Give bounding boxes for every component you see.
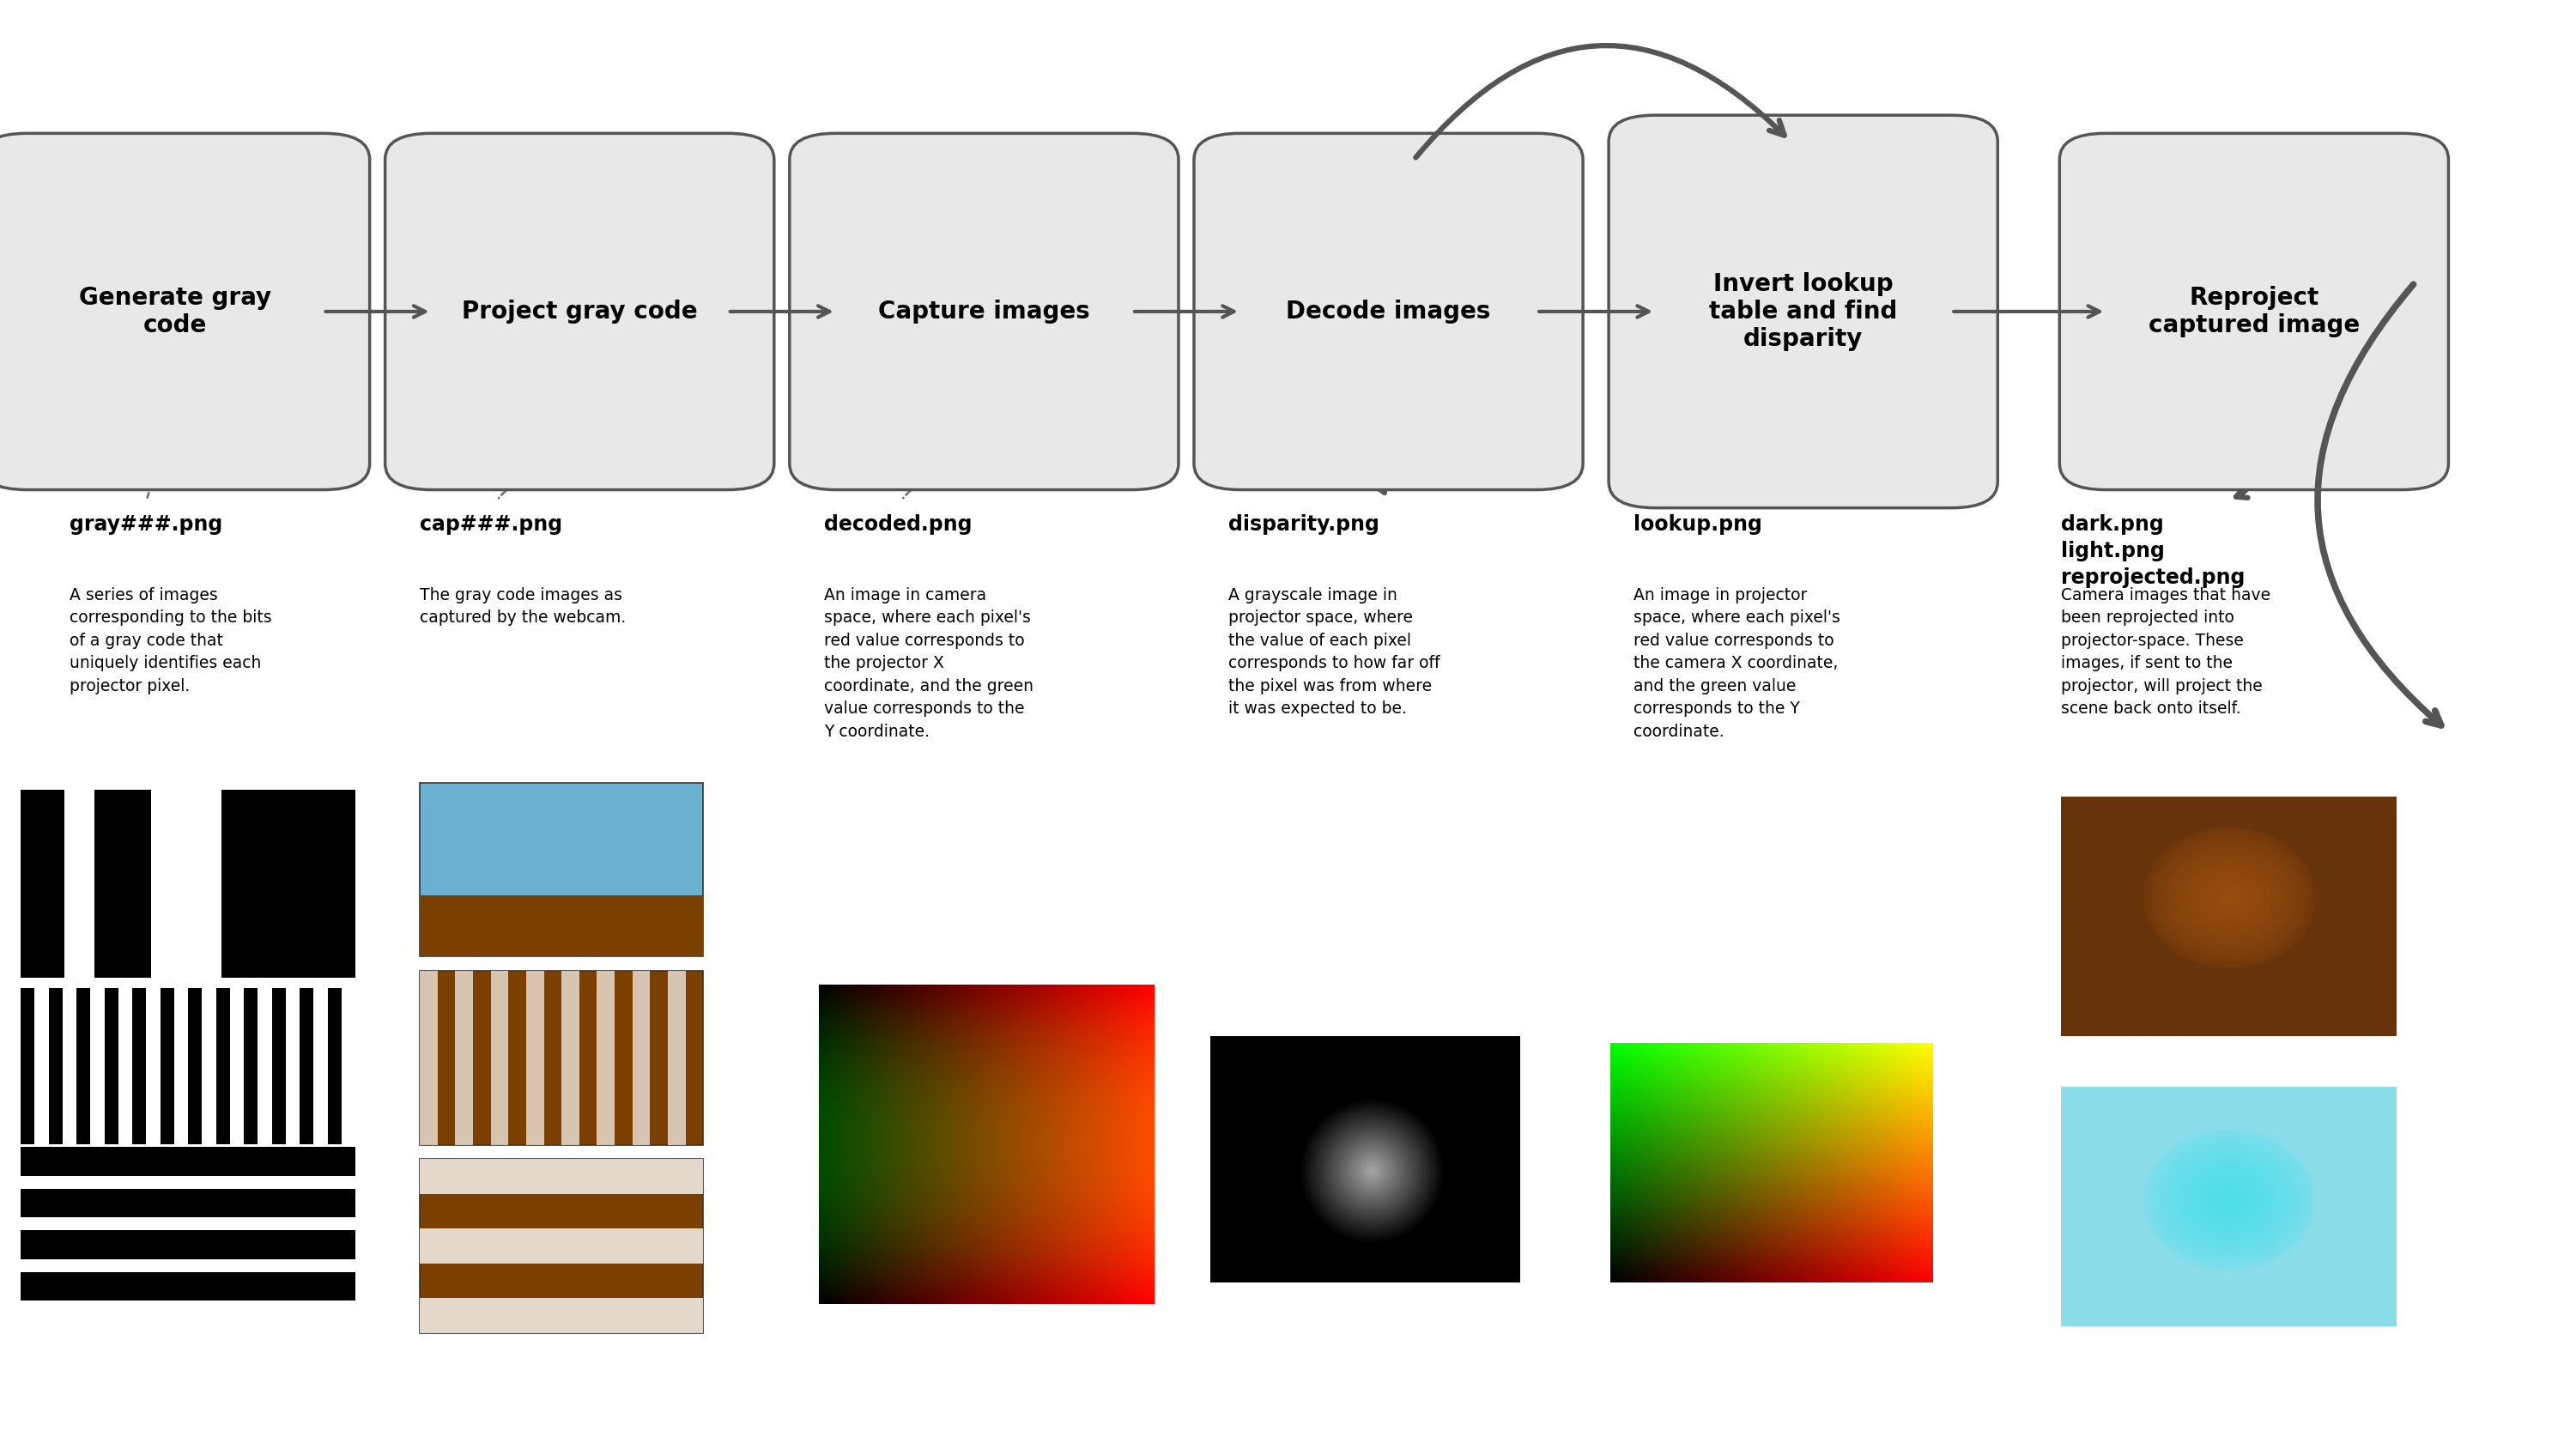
Bar bbox=[299, 988, 314, 1145]
Bar bbox=[420, 1229, 703, 1264]
Text: decoded.png: decoded.png bbox=[824, 514, 971, 535]
Bar bbox=[420, 1159, 703, 1333]
Bar bbox=[222, 790, 355, 978]
Text: A series of images
corresponding to the bits
of a gray code that
uniquely identi: A series of images corresponding to the … bbox=[70, 587, 273, 694]
Text: An image in camera
space, where each pixel's
red value corresponds to
the projec: An image in camera space, where each pix… bbox=[824, 587, 1033, 739]
Text: Camera images that have
been reprojected into
projector-space. These
images, if : Camera images that have been reprojected… bbox=[2061, 587, 2269, 717]
Bar bbox=[95, 790, 152, 978]
Bar bbox=[160, 988, 175, 1145]
Bar bbox=[420, 782, 703, 956]
Bar bbox=[21, 1148, 355, 1175]
FancyBboxPatch shape bbox=[0, 133, 371, 490]
FancyBboxPatch shape bbox=[788, 133, 1180, 490]
Bar bbox=[667, 971, 685, 1145]
Text: Invert lookup
table and find
disparity: Invert lookup table and find disparity bbox=[1708, 272, 1899, 351]
Bar bbox=[131, 988, 147, 1145]
Bar bbox=[103, 988, 118, 1145]
Bar bbox=[21, 1272, 355, 1301]
Bar bbox=[420, 1159, 703, 1194]
FancyArrowPatch shape bbox=[500, 464, 577, 498]
Bar bbox=[420, 971, 703, 1145]
Text: An image in projector
space, where each pixel's
red value corresponds to
the cam: An image in projector space, where each … bbox=[1633, 587, 1839, 739]
Text: disparity.png: disparity.png bbox=[1229, 514, 1381, 535]
FancyBboxPatch shape bbox=[1195, 133, 1582, 490]
FancyBboxPatch shape bbox=[2061, 133, 2447, 490]
Bar bbox=[216, 988, 229, 1145]
Text: cap###.png: cap###.png bbox=[420, 514, 562, 535]
Text: Project gray code: Project gray code bbox=[461, 300, 698, 323]
Bar bbox=[188, 988, 201, 1145]
Text: dark.png
light.png
reprojected.png: dark.png light.png reprojected.png bbox=[2061, 514, 2244, 588]
Bar bbox=[245, 988, 258, 1145]
Bar bbox=[21, 790, 64, 978]
FancyArrowPatch shape bbox=[147, 465, 173, 497]
Text: Reproject
captured image: Reproject captured image bbox=[2148, 285, 2360, 338]
Bar bbox=[21, 790, 355, 1311]
Bar bbox=[562, 971, 580, 1145]
Bar bbox=[420, 971, 438, 1145]
Text: Decode images: Decode images bbox=[1285, 300, 1492, 323]
Bar bbox=[492, 971, 507, 1145]
FancyArrowPatch shape bbox=[1713, 483, 1801, 501]
Bar bbox=[420, 895, 703, 956]
Bar bbox=[21, 1230, 355, 1259]
Bar bbox=[526, 971, 544, 1145]
Bar bbox=[21, 1188, 355, 1217]
FancyBboxPatch shape bbox=[386, 133, 773, 490]
Text: lookup.png: lookup.png bbox=[1633, 514, 1762, 535]
Bar bbox=[456, 971, 474, 1145]
Bar bbox=[273, 988, 286, 1145]
FancyArrowPatch shape bbox=[2318, 284, 2442, 726]
FancyArrowPatch shape bbox=[904, 464, 981, 498]
Text: Capture images: Capture images bbox=[878, 300, 1090, 323]
FancyBboxPatch shape bbox=[1607, 116, 1999, 507]
Text: Generate gray
code: Generate gray code bbox=[80, 285, 270, 338]
Bar bbox=[598, 971, 616, 1145]
Text: gray###.png: gray###.png bbox=[70, 514, 222, 535]
Bar bbox=[49, 988, 62, 1145]
Text: The gray code images as
captured by the webcam.: The gray code images as captured by the … bbox=[420, 587, 626, 626]
FancyArrowPatch shape bbox=[1417, 45, 1785, 158]
Bar bbox=[420, 1298, 703, 1333]
Bar bbox=[634, 971, 649, 1145]
FancyArrowPatch shape bbox=[1376, 465, 1388, 493]
Text: A grayscale image in
projector space, where
the value of each pixel
corresponds : A grayscale image in projector space, wh… bbox=[1229, 587, 1440, 717]
Bar bbox=[21, 988, 33, 1145]
Bar bbox=[77, 988, 90, 1145]
Bar bbox=[327, 988, 343, 1145]
FancyArrowPatch shape bbox=[2236, 467, 2254, 497]
